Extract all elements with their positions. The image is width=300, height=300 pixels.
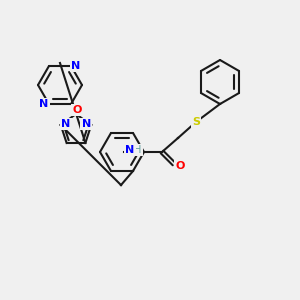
- Text: N: N: [71, 61, 81, 71]
- Text: N: N: [82, 119, 91, 129]
- Text: N: N: [61, 119, 70, 129]
- Text: N: N: [39, 99, 49, 109]
- Text: S: S: [192, 117, 200, 127]
- Text: H: H: [134, 145, 142, 155]
- Text: O: O: [175, 161, 185, 171]
- Text: N: N: [125, 145, 135, 155]
- Text: O: O: [72, 105, 82, 115]
